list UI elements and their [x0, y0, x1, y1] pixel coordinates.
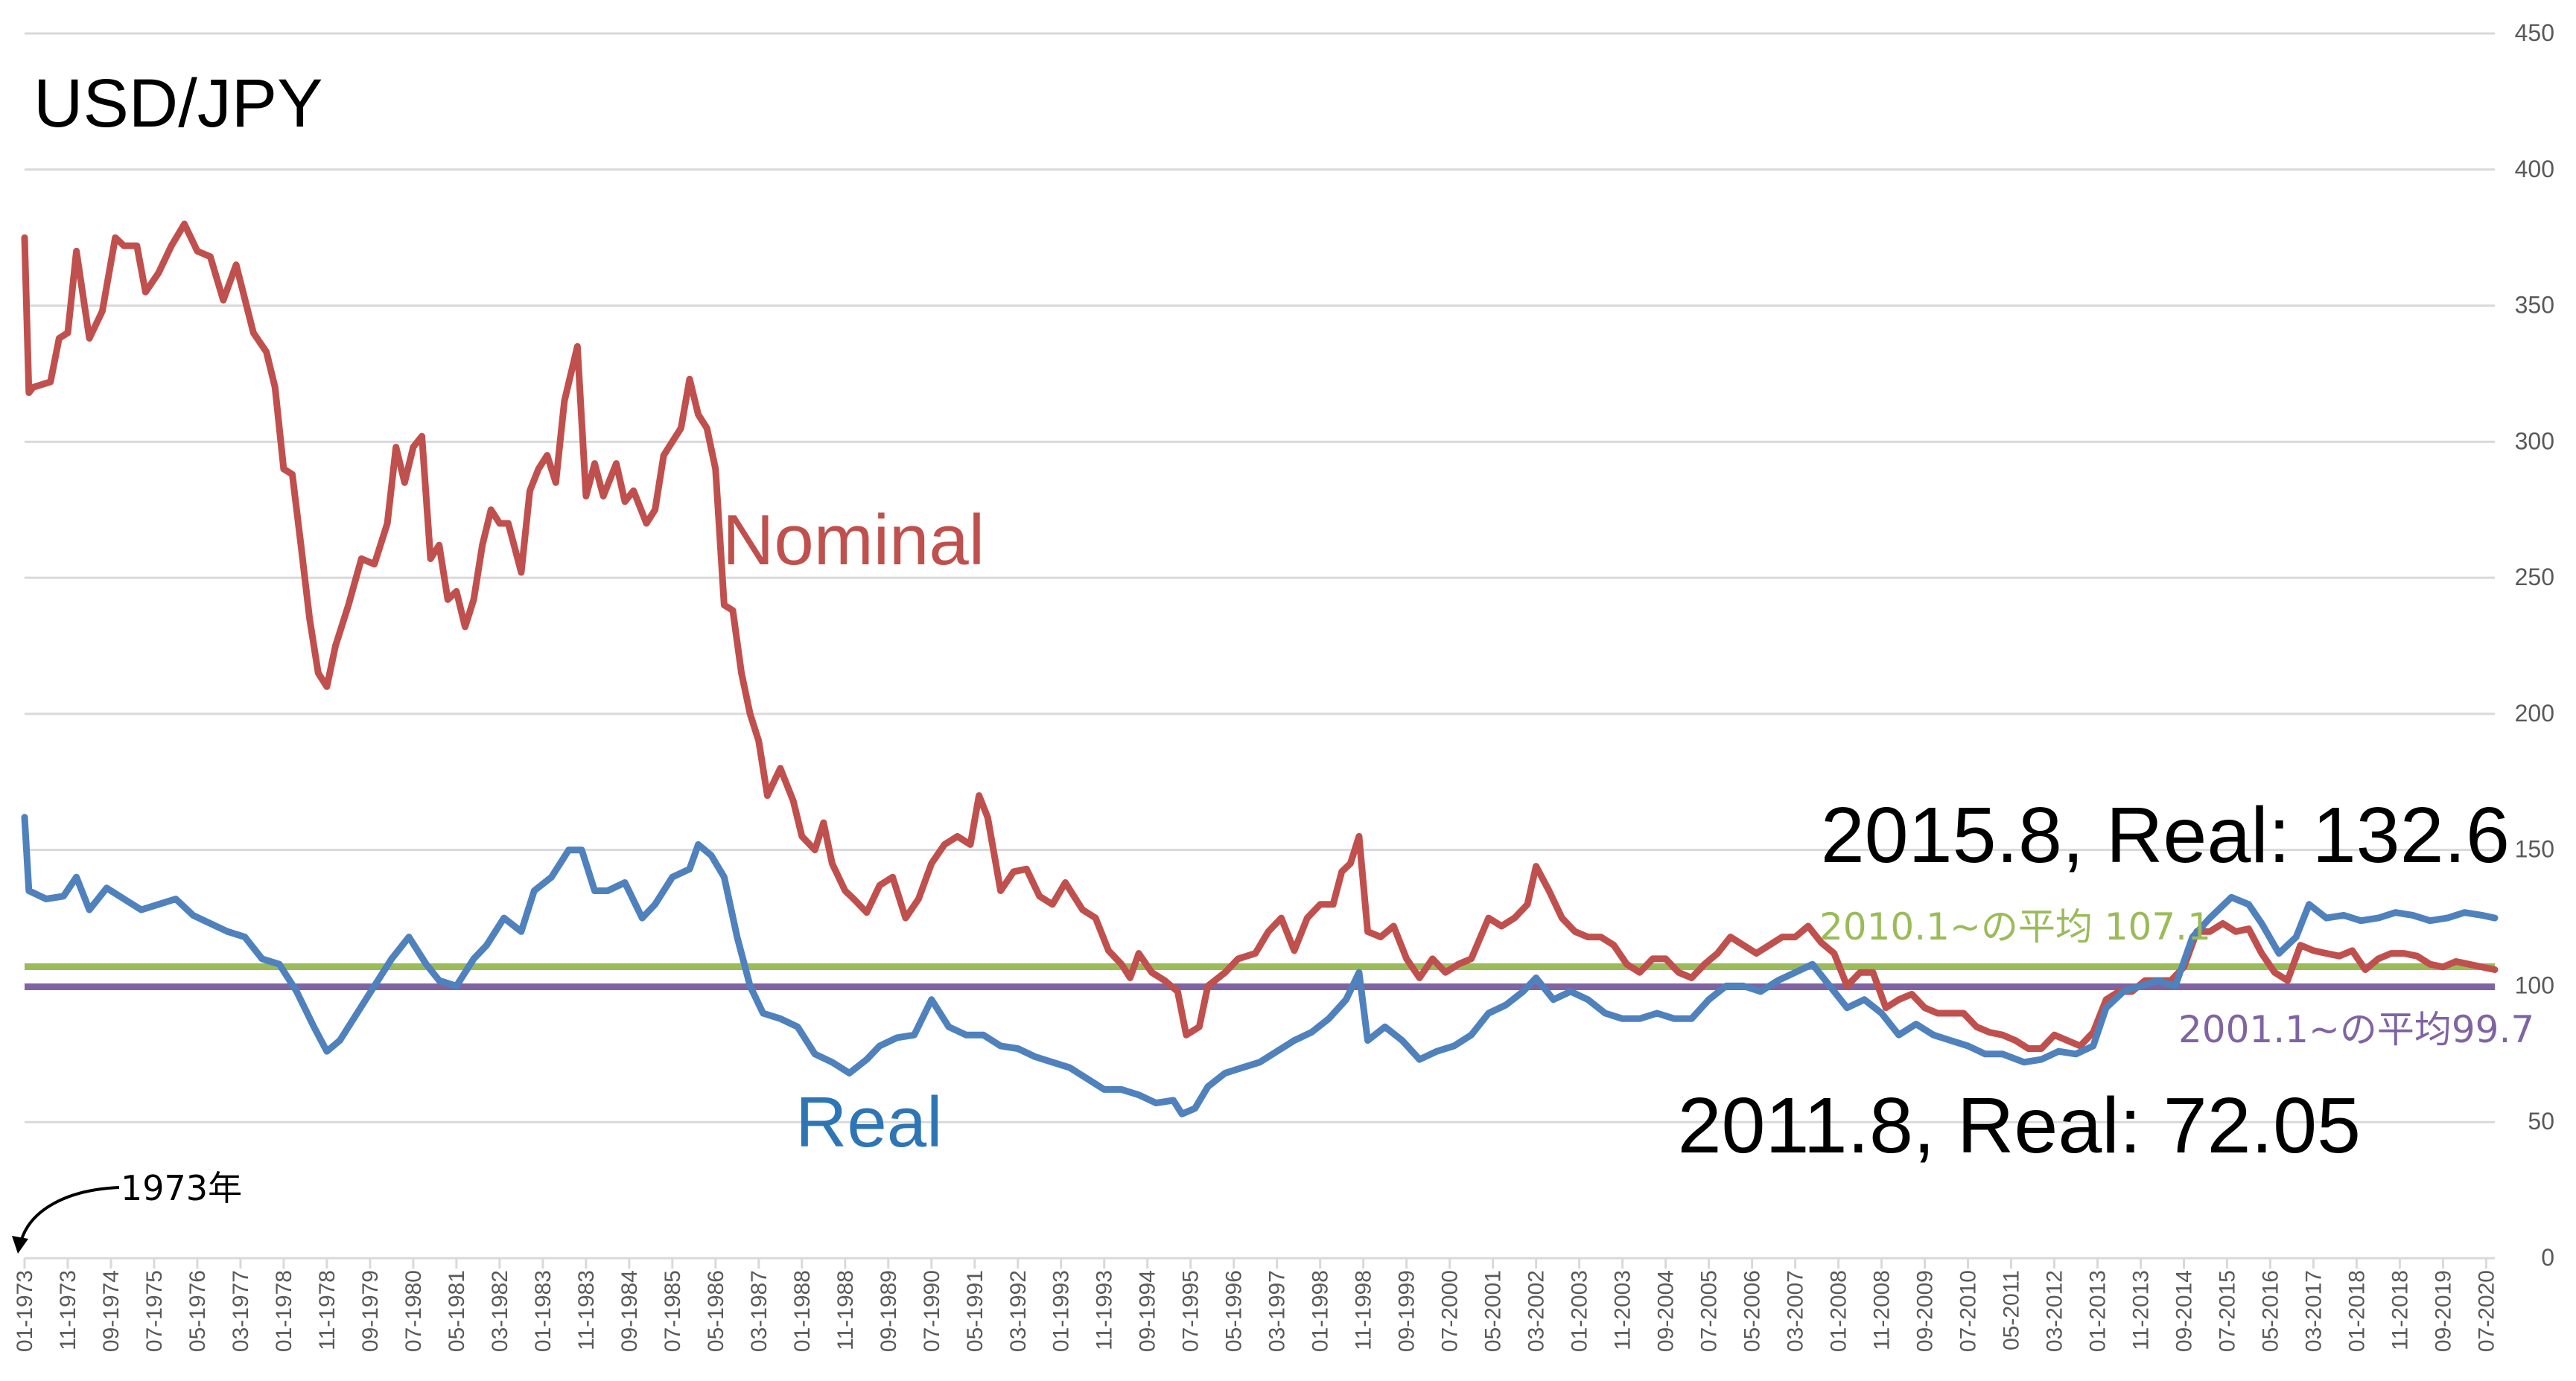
x-tick-label: 01-1983: [531, 1270, 556, 1352]
x-tick-label: 05-1991: [963, 1270, 988, 1352]
y-tick-label-200: 200: [2515, 700, 2554, 727]
x-tick-label: 07-1990: [920, 1270, 944, 1352]
x-tick-label: 11-1993: [1093, 1270, 1117, 1350]
x-tick-label: 09-2019: [2431, 1270, 2455, 1352]
x-tick-label: 03-2012: [2043, 1270, 2067, 1352]
x-tick-label: 07-1980: [401, 1270, 426, 1352]
x-tick-label: 11-1973: [56, 1270, 80, 1350]
ref-line-label-2001: 2001.1~の平均99.7: [2178, 1008, 2534, 1051]
x-tick-label: 03-2017: [2301, 1270, 2326, 1352]
y-tick-label-150: 150: [2515, 836, 2554, 863]
ref-line-label-2010: 2010.1~の平均 107.1: [1819, 905, 2211, 948]
x-tick-label: 03-2002: [1524, 1270, 1549, 1352]
x-tick-label: 07-2000: [1438, 1270, 1463, 1352]
start-year-callout: 1973年: [12, 1168, 242, 1254]
y-tick-label-250: 250: [2515, 564, 2554, 590]
x-tick-label: 03-1977: [229, 1270, 253, 1352]
x-tick-label: 01-1988: [790, 1270, 815, 1352]
x-tick-label: 01-1973: [13, 1270, 37, 1352]
x-tick-label: 01-2013: [2086, 1270, 2111, 1352]
x-tick-label: 01-2003: [1568, 1270, 1592, 1352]
x-tick-label: 07-1995: [1179, 1270, 1203, 1352]
x-tick-label: 01-1978: [272, 1270, 296, 1352]
x-tick-label: 09-1979: [358, 1270, 383, 1352]
x-tick-label: 09-2009: [1913, 1270, 1938, 1352]
arrowhead-icon: [12, 1236, 28, 1254]
x-tick-label: 07-1975: [142, 1270, 167, 1352]
chart-title: USD/JPY: [34, 66, 323, 141]
nominal-series-label: Nominal: [722, 500, 985, 580]
x-tick-label: 11-2013: [2129, 1270, 2154, 1350]
y-tick-label-100: 100: [2515, 972, 2554, 998]
x-tick-label: 05-1976: [185, 1270, 210, 1352]
x-tick-label: 03-1997: [1265, 1270, 1290, 1352]
x-tick-label: 03-1982: [488, 1270, 512, 1352]
y-tick-label-300: 300: [2515, 427, 2554, 454]
x-tick-label: 11-2008: [1870, 1270, 1895, 1350]
series-lines: [21, 220, 2499, 1117]
x-tick-label: 09-1999: [1395, 1270, 1419, 1352]
y-tick-label-50: 50: [2528, 1108, 2554, 1135]
x-tick-label: 11-1983: [574, 1270, 599, 1350]
x-tick-label: 09-1989: [877, 1270, 901, 1352]
start-year-label: 1973年: [121, 1168, 242, 1208]
real-series-label: Real: [795, 1082, 942, 1162]
x-tick-label: 11-1978: [315, 1270, 340, 1350]
x-tick-label: 11-2018: [2388, 1270, 2412, 1350]
x-tick-label: 07-1985: [661, 1270, 685, 1352]
x-tick-label: 01-1993: [1049, 1270, 1074, 1352]
x-tick-label: 01-1998: [1308, 1270, 1333, 1352]
x-tick-label: 05-2016: [2259, 1270, 2283, 1352]
x-tick-label: 11-1988: [833, 1270, 858, 1350]
curved-arrow-icon: [19, 1186, 120, 1243]
high-annotation: 2015.8, Real: 132.6: [1821, 791, 2510, 879]
x-tick-label: 09-2014: [2172, 1270, 2197, 1352]
x-tick-label: 07-2020: [2474, 1270, 2499, 1352]
x-tick-label: 01-2008: [1827, 1270, 1851, 1352]
y-tick-label-350: 350: [2515, 292, 2554, 319]
series-line-real: [21, 814, 2499, 1117]
x-tick-label: 07-2005: [1697, 1270, 1722, 1352]
x-tick-label: 05-1986: [704, 1270, 728, 1352]
x-tick-label: 11-2003: [1611, 1270, 1635, 1350]
y-tick-label-450: 450: [2515, 19, 2554, 46]
x-tick-label: 07-2010: [1956, 1270, 1981, 1352]
reference-lines: [25, 963, 2495, 991]
x-tick-label: 03-1987: [747, 1270, 772, 1352]
x-tick-label: 05-1996: [1222, 1270, 1247, 1352]
x-tick-label: 05-2011: [2000, 1270, 2024, 1350]
x-tick-label: 11-1998: [1352, 1270, 1376, 1350]
low-annotation: 2011.8, Real: 72.05: [1678, 1082, 2361, 1170]
x-tick-label: 05-2006: [1740, 1270, 1765, 1352]
x-tick-label: 09-1974: [99, 1270, 124, 1352]
x-axis-tick-labels: 01-1973 11-1973 09-1974 07-1975 05-1976 03-19…: [13, 1258, 2499, 1352]
y-axis-tick-labels: 0 50 100 150 200 250 300 350 400 450: [2515, 19, 2554, 1271]
x-tick-label: 09-1984: [617, 1270, 642, 1352]
x-tick-label: 07-2015: [2216, 1270, 2240, 1352]
x-tick-label: 03-1992: [1006, 1270, 1031, 1352]
y-tick-label-0: 0: [2541, 1244, 2554, 1271]
x-tick-label: 05-1981: [445, 1270, 469, 1352]
x-tick-label: 01-2018: [2344, 1270, 2369, 1352]
y-tick-label-400: 400: [2515, 156, 2554, 182]
x-tick-label: 09-1994: [1136, 1270, 1160, 1352]
series-line-nominal: [21, 220, 2499, 1052]
x-tick-label: 03-2007: [1784, 1270, 1808, 1352]
x-tick-label: 09-2004: [1654, 1270, 1679, 1352]
x-tick-label: 05-2001: [1481, 1270, 1506, 1352]
